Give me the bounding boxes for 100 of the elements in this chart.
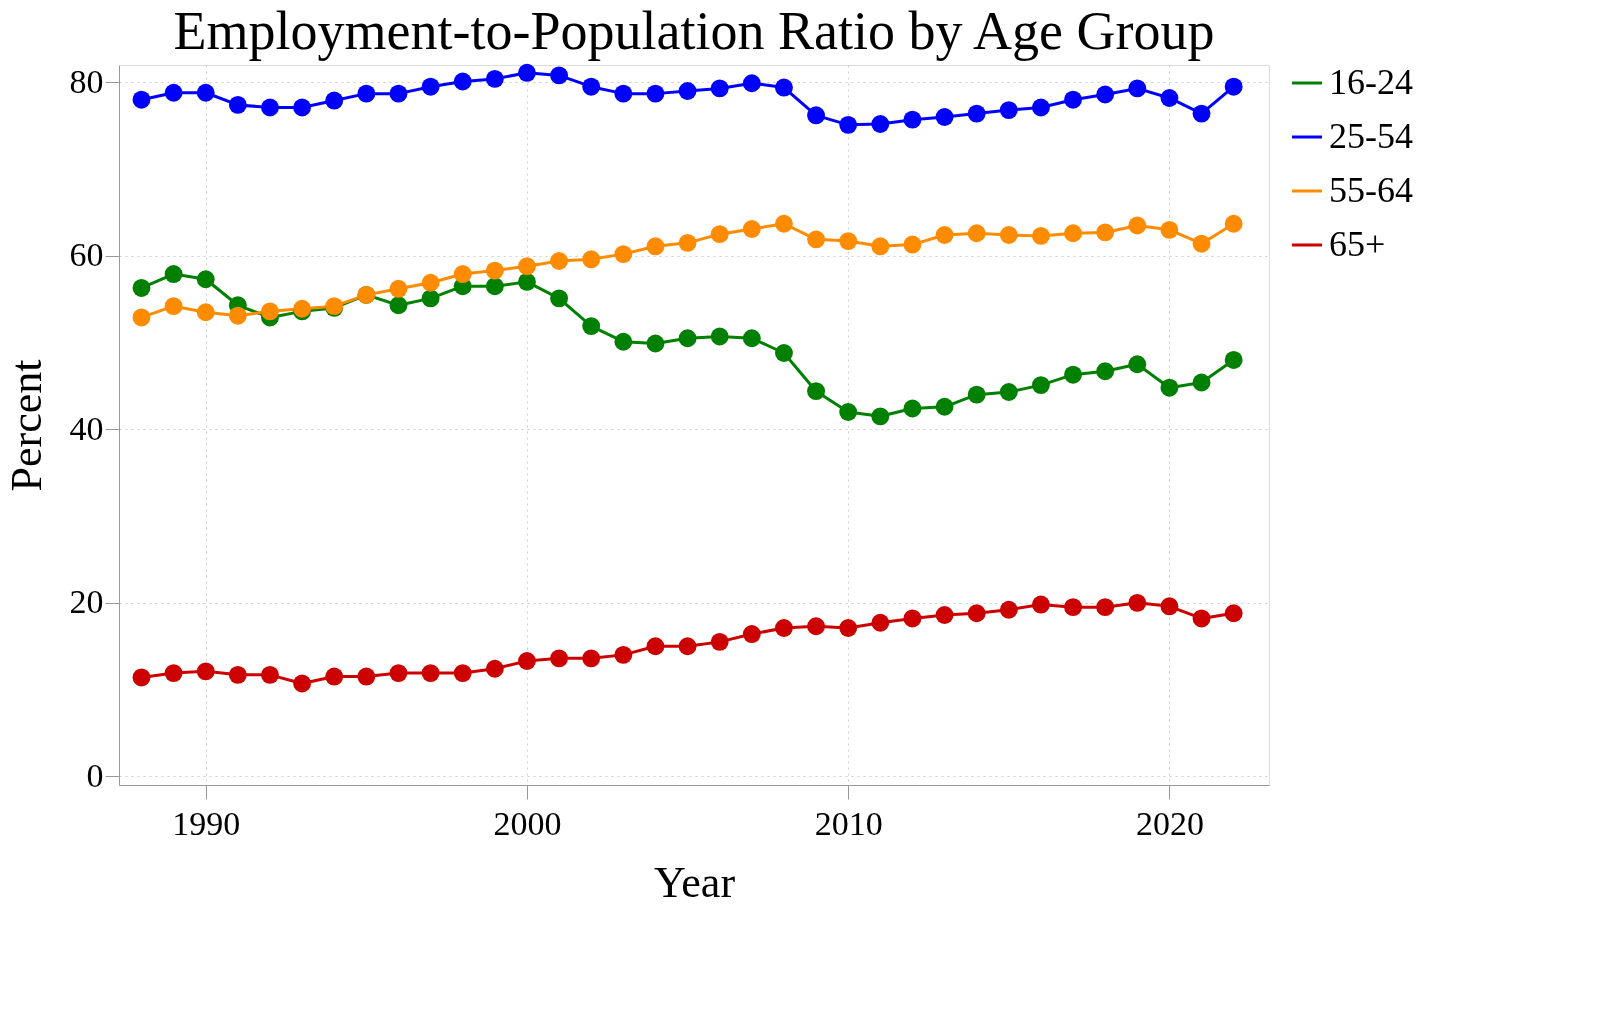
point [678,637,697,656]
legend-label: 65+ [1329,224,1386,264]
y-tick-label: 80 [69,62,104,100]
point [614,84,633,103]
point [742,74,761,93]
point [261,665,279,684]
x-tick-label: 2010 [814,804,883,842]
point [421,273,440,292]
point [967,104,986,123]
point [421,664,440,683]
point [1192,104,1211,123]
point [1031,595,1050,614]
point [614,245,633,264]
point [293,98,312,117]
point [453,72,472,91]
point [132,279,151,297]
point [132,668,151,687]
point [1031,376,1050,395]
point [646,637,665,656]
x-axis-title: Year [653,857,736,907]
point [1192,609,1211,628]
point [1096,598,1115,617]
point [1128,216,1147,235]
point [550,252,569,270]
legend-label: 16-24 [1329,62,1413,102]
point [550,649,569,668]
point [582,649,601,668]
point [389,84,408,103]
point [582,317,601,336]
y-tick-label: 0 [86,756,104,794]
point [775,344,793,362]
point [678,82,697,100]
point [807,617,826,636]
point [164,83,183,102]
point [1160,378,1179,397]
point [710,327,729,346]
point [871,115,890,133]
point [196,83,215,102]
point [261,302,279,321]
point [614,645,633,664]
point [582,250,601,269]
point [903,399,922,418]
point [1224,214,1243,233]
point [357,667,376,686]
point [1096,85,1115,104]
point [807,106,826,125]
y-tick-label: 40 [69,409,104,447]
point [325,91,344,110]
point [389,296,408,315]
chart-title: Employment-to-Population Ratio by Age Group [173,0,1215,61]
point [1031,98,1050,117]
point [1160,89,1179,107]
point [293,674,312,693]
point [1128,355,1147,374]
point [871,407,890,426]
point [485,659,504,678]
point [164,297,183,316]
point [550,66,569,85]
point [485,277,504,296]
point [453,265,472,283]
point [228,95,247,114]
point [871,613,890,632]
point [807,230,826,249]
point [742,329,761,348]
point [903,110,922,129]
point [935,397,954,416]
point [967,385,986,404]
point [389,279,408,298]
point [903,235,922,254]
legend-label: 25-54 [1329,116,1413,156]
point [228,665,247,684]
point [775,78,793,97]
point [1160,597,1179,616]
point [999,383,1018,401]
point [518,257,536,276]
point [1192,234,1211,253]
point [775,214,793,233]
point [550,289,569,308]
point [1096,362,1115,381]
point [485,261,504,280]
point [871,237,890,256]
point [1064,598,1082,617]
x-tick-label: 1990 [172,804,241,842]
point [646,334,665,353]
point [1128,593,1147,612]
point [132,308,151,327]
point [742,220,761,238]
point [646,237,665,256]
point [261,98,279,117]
point [999,226,1018,244]
point [839,403,858,421]
point [164,664,183,683]
point [742,625,761,643]
point [710,225,729,244]
point [678,329,697,348]
point [132,90,151,109]
point [1064,224,1082,243]
point [1224,351,1243,369]
x-tick-label: 2000 [493,804,562,842]
point [999,101,1018,120]
